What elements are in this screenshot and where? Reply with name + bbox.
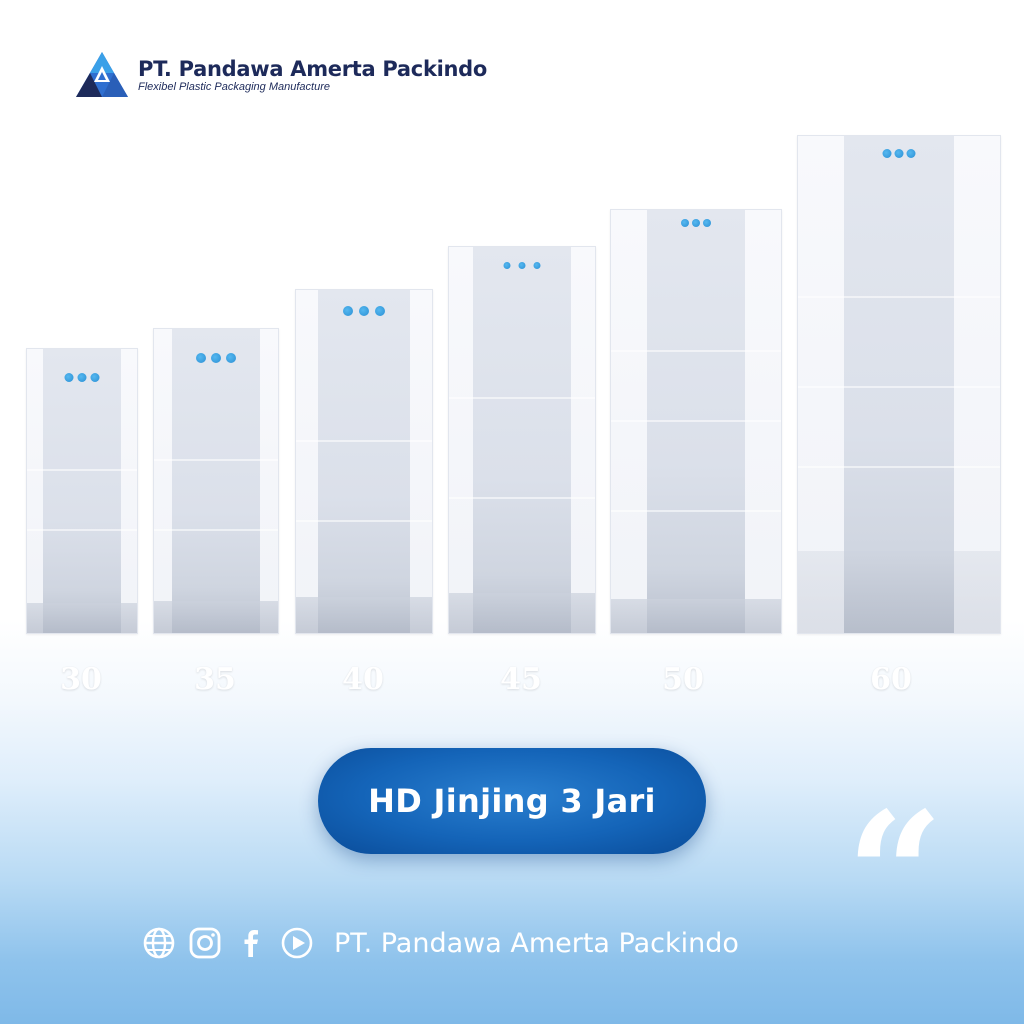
youtube-icon[interactable]: [280, 926, 314, 960]
handle-hole: [703, 219, 711, 227]
bag-30: [26, 348, 138, 634]
brand-logo: PT. Pandawa Amerta Packindo Flexibel Pla…: [74, 50, 487, 100]
globe-icon[interactable]: [142, 926, 176, 960]
handle-hole: [211, 353, 221, 363]
product-title: HD Jinjing 3 Jari: [368, 782, 656, 820]
bag-60: [797, 135, 1001, 634]
brand-name: PT. Pandawa Amerta Packindo: [138, 57, 488, 81]
handle-hole: [894, 149, 904, 158]
product-title-badge: HD Jinjing 3 Jari: [318, 748, 706, 854]
size-label-60: 60: [870, 662, 912, 697]
handle-hole: [77, 373, 87, 382]
handle-hole: [90, 373, 100, 382]
quote-mark-icon: “: [846, 775, 944, 975]
handle-hole: [64, 373, 74, 382]
bag-40: [295, 289, 433, 634]
handle-hole: [343, 306, 353, 316]
handle-hole: [359, 306, 369, 316]
triangle-logo-icon: [76, 52, 128, 97]
handle-hole: [518, 262, 526, 269]
size-label-45: 45: [500, 662, 542, 697]
handle-hole: [196, 353, 206, 363]
handle-hole: [681, 219, 689, 227]
bag-45: [448, 246, 596, 634]
handle-hole: [226, 353, 236, 363]
size-label-50: 50: [662, 662, 704, 697]
footer: PT. Pandawa Amerta Packindo: [142, 926, 739, 960]
handle-hole: [375, 306, 385, 316]
brand-tagline: Flexibel Plastic Packaging Manufacture: [138, 81, 330, 93]
facebook-icon[interactable]: [234, 926, 268, 960]
bag-35: [153, 328, 279, 634]
size-label-30: 30: [60, 662, 102, 697]
instagram-icon[interactable]: [188, 926, 222, 960]
handle-hole: [692, 219, 700, 227]
size-label-35: 35: [194, 662, 236, 697]
bag-50: [610, 209, 782, 634]
footer-company-name: PT. Pandawa Amerta Packindo: [334, 927, 739, 959]
handle-hole: [533, 262, 541, 269]
size-label-40: 40: [342, 662, 384, 697]
handle-hole: [882, 149, 892, 158]
handle-hole: [906, 149, 916, 158]
handle-hole: [503, 262, 511, 269]
